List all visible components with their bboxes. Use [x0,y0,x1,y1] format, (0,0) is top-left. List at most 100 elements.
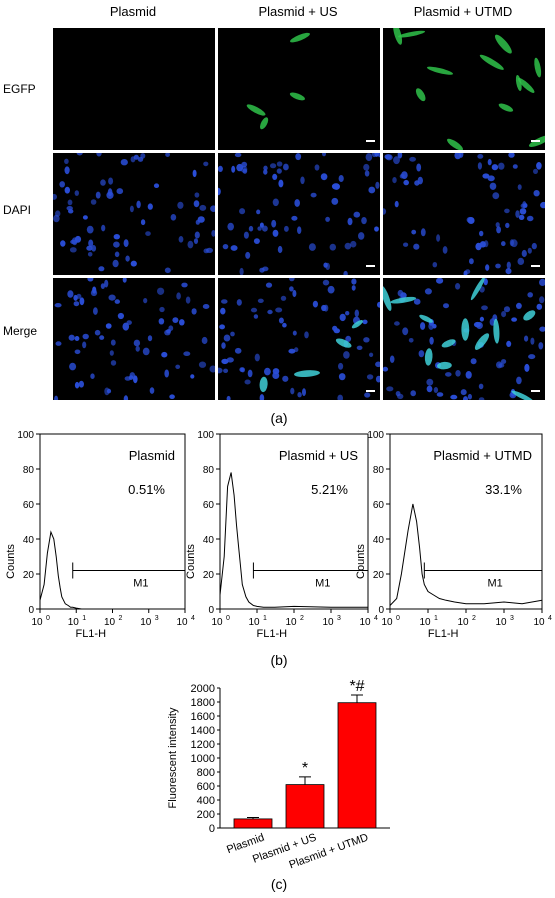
row-label-egfp: EGFP [3,82,36,96]
y-tick-label: 40 [203,535,215,546]
micrograph-dapi-2 [218,153,380,275]
x-tick-exponent: 0 [46,615,50,622]
y-tick-label: 80 [203,465,215,476]
x-tick-label: 10 [419,617,431,628]
x-tick-exponent: 3 [337,615,341,622]
x-tick-label: 10 [533,617,545,628]
y-tick-label: 0 [209,823,215,835]
gate-marker [423,562,542,579]
x-tick-label: 10 [248,617,260,628]
error-bar [247,817,259,819]
y-tick-label: 20 [203,570,215,581]
y-tick-label: 600 [197,781,215,793]
gate-label: M1 [315,578,330,590]
fluorescence-bar-chart: 0 200 400 600 800 1000 1200 1400 1600 1800 2000 Flu… [167,678,390,871]
y-tick-label: 80 [23,465,35,476]
y-tick-label: 60 [23,500,35,511]
caption-b: (b) [270,652,288,668]
histogram-line [39,530,109,610]
x-tick-label: 10 [104,617,116,628]
row-label-dapi: DAPI [3,203,32,217]
y-tick-label: 60 [373,500,385,511]
micrograph-merge-3 [383,278,545,400]
y-tick-label: 1800 [191,697,215,709]
y-tick-label: 20 [23,570,35,581]
y-tick-label: 60 [203,500,215,511]
y-tick-label: 200 [197,809,215,821]
bar-3 [337,702,377,829]
x-tick-exponent: 2 [472,615,476,622]
x-tick-label: 10 [285,617,297,628]
histogram-line [389,503,543,606]
y-tick-label: 0 [378,605,384,616]
x-axis-label: FL1-H [428,628,459,640]
x-tick-label: 10 [495,617,507,628]
y-axis-label: Counts [5,544,17,579]
micrograph-dapi-3 [383,153,545,275]
caption-c: (c) [270,876,288,892]
x-tick-label: 10 [68,617,80,628]
y-tick-label: 1400 [191,725,215,737]
y-tick-label: 400 [197,795,215,807]
histogram-title: Plasmid [129,448,175,463]
percent-label: 5.21% [311,482,348,497]
x-tick-exponent: 2 [119,615,123,622]
micrograph-egfp-2 [218,28,380,150]
x-tick-exponent: 0 [226,615,230,622]
y-tick-label: 2000 [191,683,215,695]
x-tick-label: 10 [359,617,371,628]
y-tick-label: 100 [197,430,214,441]
x-tick-exponent: 0 [396,615,400,622]
x-tick-exponent: 1 [82,615,86,622]
y-tick-label: 800 [197,767,215,779]
column-header-plasmid-us: Plasmid + US [258,4,338,19]
gate-label: M1 [133,578,148,590]
x-tick-label: 10 [176,617,188,628]
y-tick-label: 40 [23,535,35,546]
x-tick-exponent: 4 [374,615,378,622]
x-tick-label: 10 [31,617,43,628]
y-axis-label: Counts [355,544,367,579]
y-tick-label: 0 [28,605,34,616]
x-tick-exponent: 1 [434,615,438,622]
x-axis-label: FL1-H [75,628,106,640]
y-axis-label: Counts [185,544,197,579]
y-tick-label: 20 [373,570,385,581]
x-tick-label: 10 [211,617,223,628]
x-tick-label: 10 [140,617,152,628]
y-tick-label: 100 [367,430,384,441]
micrograph-egfp-3 [383,28,545,150]
x-tick-exponent: 3 [155,615,159,622]
y-tick-label: 1200 [191,739,215,751]
x-tick-label: 10 [457,617,469,628]
gate-marker [252,562,368,579]
histogram-title: Plasmid + US [279,448,358,463]
x-tick-exponent: 4 [191,615,195,622]
micrograph-egfp-1 [53,28,215,150]
y-tick-label: 80 [373,465,385,476]
x-tick-label: 10 [322,617,334,628]
gate-label: M1 [488,578,503,590]
x-tick-exponent: 4 [548,615,552,622]
y-axis-label: Fluorescent intensity [167,707,179,808]
caption-a: (a) [270,410,288,426]
significance-label: *# [349,678,364,695]
histogram-title: Plasmid + UTMD [433,448,532,463]
percent-label: 0.51% [128,482,165,497]
column-header-plasmid-utmd: Plasmid + UTMD [413,4,513,19]
y-tick-label: 0 [208,605,214,616]
micrograph-merge-2 [218,278,380,400]
x-axis-label: FL1-H [257,628,288,640]
y-tick-label: 40 [373,535,385,546]
column-header-plasmid: Plasmid [109,4,157,19]
x-tick-label: 10 [381,617,393,628]
y-tick-label: 100 [17,430,34,441]
y-tick-label: 1000 [191,753,215,765]
row-label-merge: Merge [3,324,38,338]
significance-label: * [302,760,308,777]
micrograph-dapi-1 [53,153,215,275]
micrograph-merge-1 [53,278,215,400]
